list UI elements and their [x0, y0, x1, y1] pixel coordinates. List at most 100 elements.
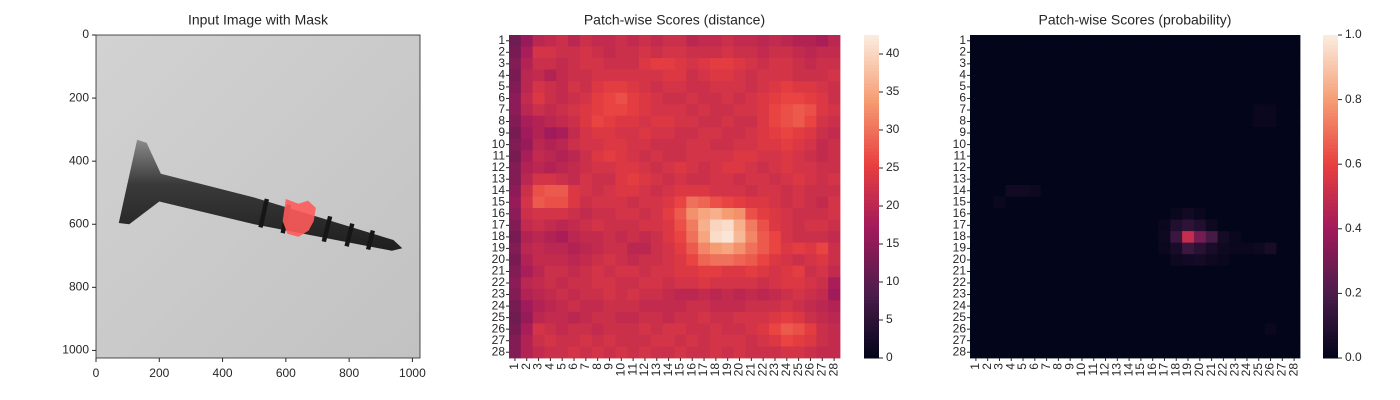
heatmap-cell	[579, 35, 593, 47]
heatmap-cell	[970, 46, 983, 59]
heatmap-cell	[627, 311, 640, 324]
heatmap-cell	[1158, 288, 1171, 301]
heatmap-cell	[745, 104, 758, 117]
heatmap-cell	[1264, 196, 1277, 209]
heatmap-cell	[757, 69, 770, 82]
heatmap-cell	[603, 127, 616, 140]
x-tick-label: 24	[1239, 363, 1253, 377]
heatmap-cell	[1276, 311, 1289, 324]
colorbar-band	[1323, 206, 1338, 210]
heatmap-cell	[627, 346, 640, 359]
heatmap-cell	[1052, 184, 1065, 197]
heatmap-cell	[544, 231, 557, 244]
heatmap-cell	[970, 323, 983, 336]
heatmap-cell	[686, 288, 699, 301]
heatmap-cell	[627, 300, 640, 313]
heatmap-cell	[828, 184, 841, 197]
heatmap-cell	[639, 323, 652, 336]
heatmap-cell	[816, 334, 829, 347]
colorbar-band	[1323, 270, 1338, 275]
heatmap-cell	[686, 127, 699, 140]
heatmap-cell	[1276, 300, 1289, 313]
colorbar-band	[864, 173, 879, 178]
heatmap-cell	[1205, 300, 1218, 313]
heatmap-cell	[650, 242, 664, 255]
heatmap-cell	[1017, 184, 1030, 197]
heatmap-cell	[1288, 173, 1301, 186]
heatmap-cell	[780, 334, 794, 347]
heatmap-cell	[769, 242, 782, 255]
heatmap-cell	[792, 277, 805, 290]
heatmap-cell	[544, 196, 557, 209]
heatmap-cell	[1099, 288, 1112, 301]
heatmap-cell	[509, 254, 522, 267]
heatmap-cell	[662, 254, 675, 267]
heatmap-cell	[816, 81, 829, 94]
heatmap-cell	[1028, 81, 1042, 94]
heatmap-cell	[709, 104, 723, 117]
heatmap-cell	[1064, 104, 1077, 117]
heatmap-cell	[556, 254, 569, 267]
heatmap-cell	[509, 69, 522, 82]
heatmap-cell	[1111, 288, 1124, 301]
colorbar-band	[1323, 322, 1338, 327]
heatmap-cell	[1252, 92, 1266, 105]
heatmap-cell	[1040, 334, 1053, 347]
heatmap-cell	[1076, 81, 1089, 94]
heatmap-cell	[698, 161, 711, 174]
heatmap-cell	[698, 311, 711, 324]
heatmap-cell	[1052, 46, 1065, 59]
heatmap-cell	[579, 288, 593, 301]
colorbar-band	[1323, 306, 1338, 311]
heatmap-cell	[1087, 92, 1101, 105]
heatmap-cell	[792, 184, 805, 197]
y-tick-label: 11	[954, 148, 967, 162]
heatmap-cell	[1123, 104, 1136, 117]
heatmap-cell	[816, 92, 829, 105]
colorbar-band	[864, 254, 879, 259]
x-tick-label: 10	[1074, 363, 1088, 377]
heatmap-cell	[1217, 35, 1230, 47]
heatmap-cell	[1229, 150, 1242, 163]
heatmap-cell	[804, 219, 817, 232]
colorbar-band	[864, 73, 879, 78]
heatmap-cell	[733, 219, 746, 232]
heatmap-cell	[639, 334, 652, 347]
heatmap-cell	[828, 254, 841, 267]
x-tick-label: 22	[1216, 363, 1230, 377]
heatmap-cell	[1193, 150, 1207, 163]
heatmap-cell	[1087, 219, 1101, 232]
colorbar-band	[864, 232, 879, 236]
heatmap-cell	[698, 288, 711, 301]
heatmap-cell	[674, 231, 687, 244]
heatmap-cell	[981, 346, 994, 359]
heatmap-cell	[804, 277, 817, 290]
heatmap-cell	[1040, 219, 1053, 232]
heatmap-cell	[1017, 208, 1030, 220]
heatmap-cell	[662, 69, 675, 82]
heatmap-cell	[804, 173, 817, 186]
heatmap-cell	[568, 346, 581, 359]
heatmap-cell	[662, 58, 675, 71]
heatmap-cell	[520, 300, 534, 313]
x-tick-label: 26	[1263, 363, 1277, 377]
heatmap-cell	[520, 81, 534, 94]
heatmap-cell	[1193, 138, 1207, 151]
heatmap-cell	[1276, 196, 1289, 209]
colorbar-band	[1323, 141, 1338, 146]
heatmap-cell	[792, 115, 805, 128]
heatmap-cell	[970, 127, 983, 140]
colorbar-band	[864, 228, 879, 233]
x-tick-label: 5	[554, 363, 568, 370]
heatmap-cell	[1040, 138, 1053, 151]
heatmap-cell	[780, 300, 794, 313]
colorbar-band	[1323, 47, 1338, 52]
heatmap-cell	[1288, 277, 1301, 290]
heatmap-cell	[757, 35, 770, 47]
heatmap-cell	[579, 150, 593, 163]
heatmap-cell	[556, 138, 569, 151]
heatmap-cell	[1005, 81, 1018, 94]
heatmap-cell	[1241, 81, 1254, 94]
heatmap-cell	[1052, 311, 1065, 324]
heatmap-cell	[1064, 58, 1077, 71]
